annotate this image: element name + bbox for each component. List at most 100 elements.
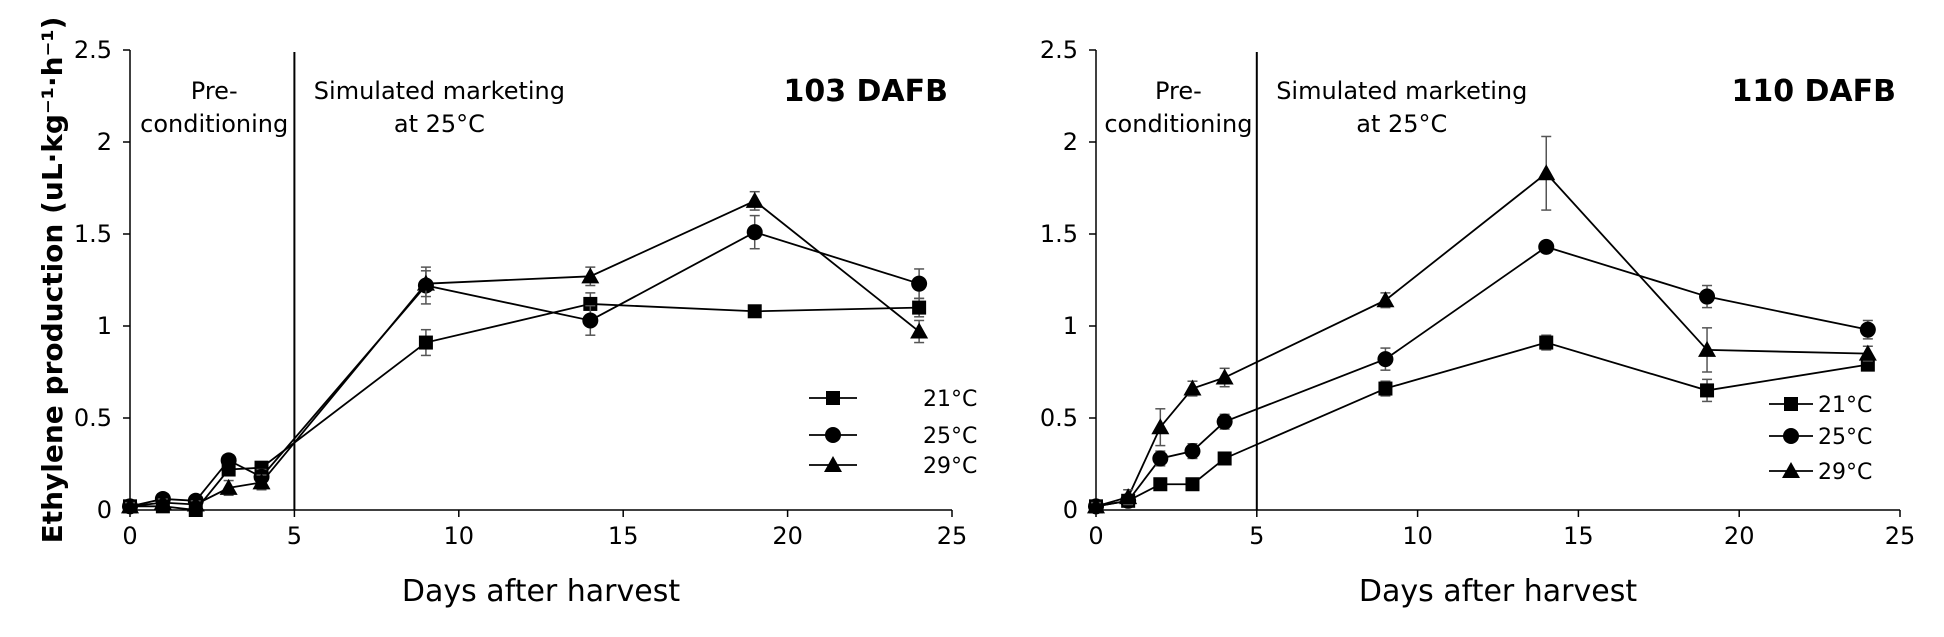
data-point: [1217, 451, 1232, 466]
y-tick-label: 2.5: [1040, 36, 1078, 64]
y-tick-label: 0: [97, 496, 112, 524]
data-point: [1538, 238, 1555, 255]
x-tick-label: 25: [937, 522, 968, 550]
data-point: [1215, 368, 1234, 385]
data-point: [121, 497, 139, 514]
series-circle: [1088, 238, 1876, 515]
legend-marker: [1782, 462, 1800, 478]
data-point: [1376, 291, 1395, 308]
data-point: [747, 304, 762, 319]
y-tick-label: 1.5: [1040, 220, 1078, 248]
data-point: [911, 275, 928, 292]
legend: 21°C 25°C 29°C: [809, 387, 977, 479]
data-point: [912, 300, 927, 315]
data-point: [186, 495, 205, 512]
precondition-label: conditioning: [140, 110, 288, 138]
data-point: [1537, 164, 1556, 181]
y-tick-label: 0.5: [74, 404, 112, 432]
legend-label: 25°C: [1818, 425, 1872, 450]
series-triangle: [121, 190, 929, 514]
data-point: [1377, 351, 1394, 368]
x-tick-label: 20: [1724, 522, 1755, 550]
y-axis-label: Ethylene production (uL·kg⁻¹·h⁻¹): [36, 17, 69, 544]
series-line: [1095, 341, 1868, 508]
legend: 21°C 25°C 29°C: [1769, 393, 1872, 485]
x-tick-label: 20: [772, 522, 803, 550]
x-tick-label: 25: [1885, 522, 1916, 550]
data-point: [220, 452, 237, 469]
x-tick-label: 5: [287, 522, 302, 550]
data-point: [910, 322, 929, 339]
series-line: [1095, 245, 1869, 508]
x-tick-label: 10: [444, 522, 475, 550]
panel-title: 103 DAFB: [783, 74, 948, 109]
data-point: [582, 312, 599, 329]
data-point: [1152, 450, 1169, 467]
chart-panel-2: 0 0.5 1 1.5 2 2.5 0 5 10 15 20 25 Days after harvest…: [1040, 36, 1915, 609]
legend-marker: [826, 391, 840, 405]
legend-label: 29°C: [923, 454, 977, 479]
panel-title: 110 DAFB: [1731, 74, 1896, 109]
data-point: [1539, 335, 1554, 350]
series-line: [1095, 172, 1868, 508]
y-tick-label: 2: [1063, 128, 1078, 156]
data-point: [1859, 321, 1876, 338]
legend-label: 25°C: [923, 424, 977, 449]
data-point: [746, 224, 763, 241]
series-line: [129, 231, 920, 508]
y-tick-label: 0: [1063, 496, 1078, 524]
series-line: [130, 303, 920, 511]
data-point: [252, 473, 271, 490]
marketing-label: at 25°C: [394, 110, 485, 138]
legend-marker: [824, 456, 842, 472]
data-point: [1185, 477, 1200, 492]
legend-label: 21°C: [923, 387, 977, 412]
data-point: [1216, 413, 1233, 430]
legend-marker: [825, 427, 841, 443]
y-tick-label: 0.5: [1040, 404, 1078, 432]
data-point: [581, 267, 600, 284]
data-point: [1698, 340, 1717, 357]
precondition-label: Pre-: [1155, 77, 1202, 105]
marketing-label: at 25°C: [1356, 110, 1447, 138]
data-point: [1087, 497, 1105, 514]
x-axis-label: Days after harvest: [402, 574, 680, 609]
marketing-label: Simulated marketing: [314, 77, 565, 105]
y-tick-label: 1: [97, 312, 112, 340]
series-square: [1089, 334, 1875, 514]
data-point: [219, 478, 238, 495]
legend-marker: [1783, 428, 1799, 444]
data-point: [583, 296, 598, 311]
x-axis-label: Days after harvest: [1359, 574, 1637, 609]
data-point: [1151, 418, 1170, 435]
data-point: [418, 335, 433, 350]
x-tick-label: 10: [1402, 522, 1433, 550]
data-point: [1858, 344, 1877, 361]
y-tick-label: 2: [97, 128, 112, 156]
data-point: [153, 493, 172, 510]
x-tick-label: 15: [1563, 522, 1594, 550]
data-point: [1119, 488, 1138, 505]
data-point: [1699, 288, 1716, 305]
precondition-label: conditioning: [1104, 110, 1252, 138]
y-tick-label: 2.5: [74, 36, 112, 64]
x-tick-label: 0: [1088, 522, 1103, 550]
series-square: [123, 292, 927, 517]
y-tick-label: 1: [1063, 312, 1078, 340]
x-tick-label: 5: [1249, 522, 1264, 550]
precondition-label: Pre-: [191, 77, 238, 105]
data-point: [1153, 477, 1168, 492]
series-triangle: [1087, 135, 1877, 514]
chart-panel-1: 0 0.5 1 1.5 2 2.5 0 5 10 15 20 25 Days after harvest…: [36, 17, 977, 609]
y-tick-label: 1.5: [74, 220, 112, 248]
data-point: [1183, 379, 1202, 396]
legend-label: 21°C: [1818, 393, 1872, 418]
data-point: [745, 191, 764, 208]
marketing-label: Simulated marketing: [1276, 77, 1527, 105]
x-tick-label: 0: [122, 522, 137, 550]
data-point: [416, 274, 435, 291]
data-point: [1184, 443, 1201, 460]
data-point: [1700, 383, 1715, 398]
data-point: [1378, 381, 1393, 396]
